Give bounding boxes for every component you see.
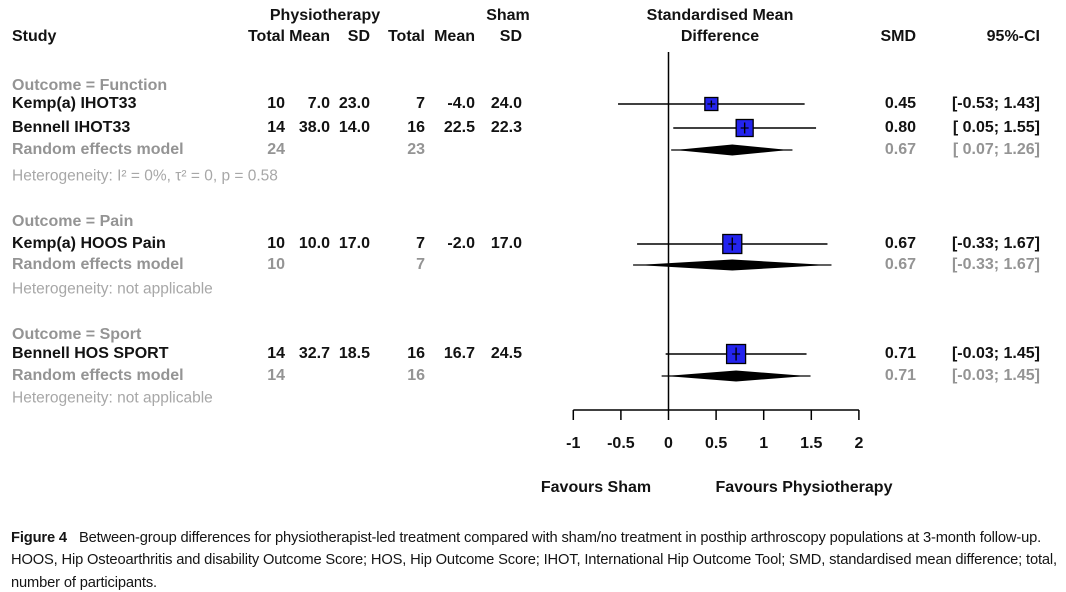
col-header-g2-sd: SD <box>499 28 522 45</box>
g1-mean-value: 10.0 <box>298 235 330 252</box>
study-name: Kemp(a) IHOT33 <box>12 95 137 112</box>
figure-caption: Figure 4 Between-group differences for ph… <box>11 527 1057 592</box>
x-axis-tick-label: 1 <box>759 435 769 452</box>
pooled-g1-total: 24 <box>267 141 285 158</box>
g2-sd-value: 24.5 <box>490 345 522 362</box>
col-header-smd: SMD <box>880 28 916 45</box>
pooled-ci-value: [ 0.07; 1.26] <box>952 141 1040 158</box>
g1-total-value: 10 <box>267 95 285 112</box>
g2-sd-value: 24.0 <box>490 95 522 112</box>
ci-value: [-0.03; 1.45] <box>951 345 1040 362</box>
col-header-study: Study <box>12 28 57 45</box>
pooled-diamond <box>637 259 828 271</box>
smd-value: 0.80 <box>884 119 916 136</box>
x-axis-tick-label: 0.5 <box>704 435 728 452</box>
heterogeneity-note: Heterogeneity: not applicable <box>12 280 213 298</box>
g2-mean-value: 22.5 <box>443 119 475 136</box>
pooled-g2-total: 16 <box>407 367 425 384</box>
x-axis-tick-label: 1.5 <box>800 435 823 452</box>
g2-mean-value: -2.0 <box>447 235 475 252</box>
g1-total-value: 14 <box>267 345 285 362</box>
g1-sd-value: 23.0 <box>338 95 370 112</box>
figure-caption-text: Between-group differences for physiother… <box>11 529 1057 592</box>
outcome-label: Outcome = Pain <box>12 213 134 230</box>
g1-mean-value: 7.0 <box>307 95 330 112</box>
axis-label-favours-physiotherapy: Favours Physiotherapy <box>715 479 893 496</box>
g2-total-value: 7 <box>416 95 425 112</box>
pooled-g1-total: 10 <box>267 256 285 273</box>
pooled-smd-value: 0.67 <box>884 256 916 273</box>
smd-value: 0.71 <box>884 345 916 362</box>
g2-total-value: 16 <box>407 119 425 136</box>
pooled-g2-total: 23 <box>407 141 425 158</box>
smd-value: 0.67 <box>884 235 916 252</box>
g2-sd-value: 17.0 <box>490 235 522 252</box>
study-name: Kemp(a) HOOS Pain <box>12 235 166 252</box>
study-name: Bennell IHOT33 <box>12 119 131 136</box>
effect-square <box>725 343 747 365</box>
g2-sd-value: 22.3 <box>490 119 522 136</box>
pooled-diamond <box>675 144 789 156</box>
pooled-diamond <box>665 370 807 382</box>
g1-total-value: 10 <box>267 235 285 252</box>
col-header-ci: 95%-CI <box>986 28 1040 45</box>
heterogeneity-note: Heterogeneity: I² = 0%, τ² = 0, p = 0.58 <box>12 167 278 185</box>
effect-header-line1: Standardised Mean <box>646 7 794 24</box>
g2-total-value: 16 <box>407 345 425 362</box>
g1-mean-value: 38.0 <box>298 119 330 136</box>
figure-number-label: Figure 4 <box>11 529 67 546</box>
col-header-g1-total: Total <box>247 28 285 45</box>
x-axis-tick-label: 2 <box>854 435 864 452</box>
outcome-label: Outcome = Function <box>12 77 168 94</box>
x-axis-tick-label: 0 <box>664 435 673 452</box>
outcome-label: Outcome = Sport <box>12 326 142 343</box>
g1-sd-value: 17.0 <box>338 235 370 252</box>
effect-square <box>722 233 743 255</box>
effect-header-line2: Difference <box>680 28 760 45</box>
ci-value: [-0.53; 1.43] <box>951 95 1040 112</box>
pooled-model-name: Random effects model <box>12 256 184 273</box>
g1-total-value: 14 <box>267 119 285 136</box>
col-header-g2-total: Total <box>387 28 425 45</box>
effect-square <box>735 118 754 138</box>
x-axis-tick-label: -0.5 <box>607 435 635 452</box>
pooled-smd-value: 0.71 <box>884 367 916 384</box>
pooled-ci-value: [-0.03; 1.45] <box>951 367 1040 384</box>
heterogeneity-note: Heterogeneity: not applicable <box>12 389 213 407</box>
pooled-smd-value: 0.67 <box>884 141 916 158</box>
g2-mean-value: -4.0 <box>447 95 475 112</box>
pooled-g1-total: 14 <box>267 367 285 384</box>
group-header-physiotherapy: Physiotherapy <box>269 7 381 24</box>
pooled-ci-value: [-0.33; 1.67] <box>951 256 1040 273</box>
smd-value: 0.45 <box>884 95 916 112</box>
pooled-model-name: Random effects model <box>12 367 184 384</box>
col-header-g2-mean: Mean <box>434 28 475 45</box>
pooled-model-name: Random effects model <box>12 141 184 158</box>
effect-square <box>704 96 719 112</box>
group-header-sham: Sham <box>486 7 530 24</box>
col-header-g1-sd: SD <box>347 28 370 45</box>
g2-total-value: 7 <box>416 235 425 252</box>
g1-sd-value: 14.0 <box>338 119 370 136</box>
study-name: Bennell HOS SPORT <box>12 345 169 362</box>
g1-mean-value: 32.7 <box>298 345 330 362</box>
axis-label-favours-sham: Favours Sham <box>540 479 652 496</box>
g2-mean-value: 16.7 <box>443 345 475 362</box>
g1-sd-value: 18.5 <box>338 345 370 362</box>
pooled-g2-total: 7 <box>416 256 425 273</box>
col-header-g1-mean: Mean <box>289 28 330 45</box>
ci-value: [ 0.05; 1.55] <box>952 119 1040 136</box>
ci-value: [-0.33; 1.67] <box>951 235 1040 252</box>
x-axis-tick-label: -1 <box>566 435 581 452</box>
